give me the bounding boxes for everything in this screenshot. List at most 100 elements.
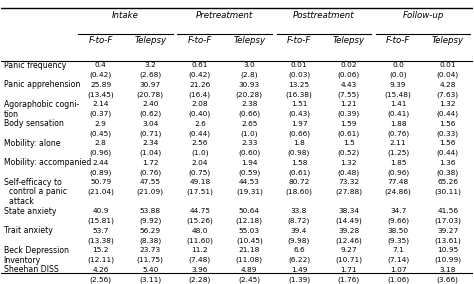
Text: (12.46): (12.46) bbox=[335, 237, 362, 244]
Text: 3.04: 3.04 bbox=[142, 121, 158, 127]
Text: 39.27: 39.27 bbox=[437, 228, 458, 234]
Text: tion: tion bbox=[4, 110, 19, 118]
Text: (0.76): (0.76) bbox=[139, 169, 161, 176]
Text: F-to-F: F-to-F bbox=[287, 36, 311, 45]
Text: 0.4: 0.4 bbox=[95, 62, 107, 68]
Text: 39.4: 39.4 bbox=[291, 228, 307, 234]
Text: Telepsy: Telepsy bbox=[432, 36, 464, 45]
Text: (9.66): (9.66) bbox=[387, 218, 409, 224]
Text: (1.04): (1.04) bbox=[139, 150, 161, 156]
Text: 21.26: 21.26 bbox=[189, 82, 210, 88]
Text: (0.60): (0.60) bbox=[238, 150, 261, 156]
Text: 1.97: 1.97 bbox=[291, 121, 307, 127]
Text: Intake: Intake bbox=[112, 11, 139, 20]
Text: 2.9: 2.9 bbox=[95, 121, 107, 127]
Text: F-to-F: F-to-F bbox=[89, 36, 113, 45]
Text: 80.72: 80.72 bbox=[288, 179, 310, 185]
Text: 2.34: 2.34 bbox=[142, 140, 158, 146]
Text: (0.66): (0.66) bbox=[288, 130, 310, 137]
Text: 44.53: 44.53 bbox=[239, 179, 260, 185]
Text: Mobility: accompanied: Mobility: accompanied bbox=[4, 158, 91, 167]
Text: 0.01: 0.01 bbox=[439, 62, 456, 68]
Text: 47.55: 47.55 bbox=[140, 179, 161, 185]
Text: (16.4): (16.4) bbox=[189, 91, 211, 98]
Text: (18.60): (18.60) bbox=[285, 189, 312, 195]
Text: 1.51: 1.51 bbox=[291, 101, 307, 107]
Text: 15.2: 15.2 bbox=[92, 247, 109, 253]
Text: 1.49: 1.49 bbox=[291, 267, 307, 273]
Text: (0.89): (0.89) bbox=[90, 169, 112, 176]
Text: (3.66): (3.66) bbox=[437, 276, 459, 283]
Text: 2.6: 2.6 bbox=[194, 121, 206, 127]
Text: (0.44): (0.44) bbox=[437, 150, 459, 156]
Text: 55.03: 55.03 bbox=[239, 228, 260, 234]
Text: (10.99): (10.99) bbox=[434, 257, 461, 264]
Text: 2.33: 2.33 bbox=[241, 140, 257, 146]
Text: (15.26): (15.26) bbox=[186, 218, 213, 224]
Text: 5.40: 5.40 bbox=[142, 267, 158, 273]
Text: 49.18: 49.18 bbox=[189, 179, 210, 185]
Text: 50.79: 50.79 bbox=[90, 179, 111, 185]
Text: 48.0: 48.0 bbox=[191, 228, 208, 234]
Text: F-to-F: F-to-F bbox=[188, 36, 212, 45]
Text: 21.18: 21.18 bbox=[239, 247, 260, 253]
Text: (9.35): (9.35) bbox=[387, 237, 409, 244]
Text: Agoraphobic cogni-: Agoraphobic cogni- bbox=[4, 100, 79, 109]
Text: (0.96): (0.96) bbox=[90, 150, 112, 156]
Text: 25.89: 25.89 bbox=[90, 82, 111, 88]
Text: 1.56: 1.56 bbox=[439, 140, 456, 146]
Text: 4.43: 4.43 bbox=[340, 82, 357, 88]
Text: 30.97: 30.97 bbox=[140, 82, 161, 88]
Text: (1.76): (1.76) bbox=[337, 276, 360, 283]
Text: (0.98): (0.98) bbox=[288, 150, 310, 156]
Text: 1.88: 1.88 bbox=[390, 121, 407, 127]
Text: (0.33): (0.33) bbox=[437, 130, 459, 137]
Text: (24.86): (24.86) bbox=[385, 189, 411, 195]
Text: (19.31): (19.31) bbox=[236, 189, 263, 195]
Text: 7.1: 7.1 bbox=[392, 247, 404, 253]
Text: 0.0: 0.0 bbox=[392, 62, 404, 68]
Text: 9.39: 9.39 bbox=[390, 82, 407, 88]
Text: (17.03): (17.03) bbox=[434, 218, 461, 224]
Text: 4.89: 4.89 bbox=[241, 267, 258, 273]
Text: (9.92): (9.92) bbox=[139, 218, 162, 224]
Text: 73.32: 73.32 bbox=[338, 179, 359, 185]
Text: 2.65: 2.65 bbox=[241, 121, 257, 127]
Text: State anxiety: State anxiety bbox=[4, 207, 56, 216]
Text: 9.27: 9.27 bbox=[340, 247, 357, 253]
Text: (0.61): (0.61) bbox=[337, 130, 360, 137]
Text: Panic apprehension: Panic apprehension bbox=[4, 80, 80, 89]
Text: (0.04): (0.04) bbox=[437, 72, 459, 78]
Text: Beck Depression: Beck Depression bbox=[4, 246, 69, 255]
Text: 30.93: 30.93 bbox=[239, 82, 260, 88]
Text: Sheehan DISS: Sheehan DISS bbox=[4, 266, 58, 274]
Text: (0.44): (0.44) bbox=[189, 130, 211, 137]
Text: (16.38): (16.38) bbox=[286, 91, 312, 98]
Text: 2.56: 2.56 bbox=[191, 140, 208, 146]
Text: (2.28): (2.28) bbox=[189, 276, 211, 283]
Text: 1.32: 1.32 bbox=[340, 160, 357, 166]
Text: 1.56: 1.56 bbox=[439, 121, 456, 127]
Text: (0.52): (0.52) bbox=[337, 150, 360, 156]
Text: 1.71: 1.71 bbox=[340, 267, 357, 273]
Text: 1.72: 1.72 bbox=[142, 160, 158, 166]
Text: (10.45): (10.45) bbox=[236, 237, 263, 244]
Text: (13.61): (13.61) bbox=[434, 237, 461, 244]
Text: 2.11: 2.11 bbox=[390, 140, 407, 146]
Text: (0.44): (0.44) bbox=[437, 111, 459, 117]
Text: 0.01: 0.01 bbox=[291, 62, 307, 68]
Text: 3.0: 3.0 bbox=[244, 62, 255, 68]
Text: (14.49): (14.49) bbox=[335, 218, 362, 224]
Text: (7.48): (7.48) bbox=[189, 257, 211, 264]
Text: Follow-up: Follow-up bbox=[402, 11, 444, 20]
Text: Telepsy: Telepsy bbox=[333, 36, 365, 45]
Text: (12.11): (12.11) bbox=[87, 257, 114, 264]
Text: 1.94: 1.94 bbox=[241, 160, 258, 166]
Text: 1.21: 1.21 bbox=[340, 101, 357, 107]
Text: (0.96): (0.96) bbox=[387, 169, 410, 176]
Text: F-to-F: F-to-F bbox=[386, 36, 410, 45]
Text: (0.39): (0.39) bbox=[337, 111, 360, 117]
Text: 50.64: 50.64 bbox=[239, 208, 260, 214]
Text: 1.58: 1.58 bbox=[291, 160, 307, 166]
Text: (20.28): (20.28) bbox=[236, 91, 263, 98]
